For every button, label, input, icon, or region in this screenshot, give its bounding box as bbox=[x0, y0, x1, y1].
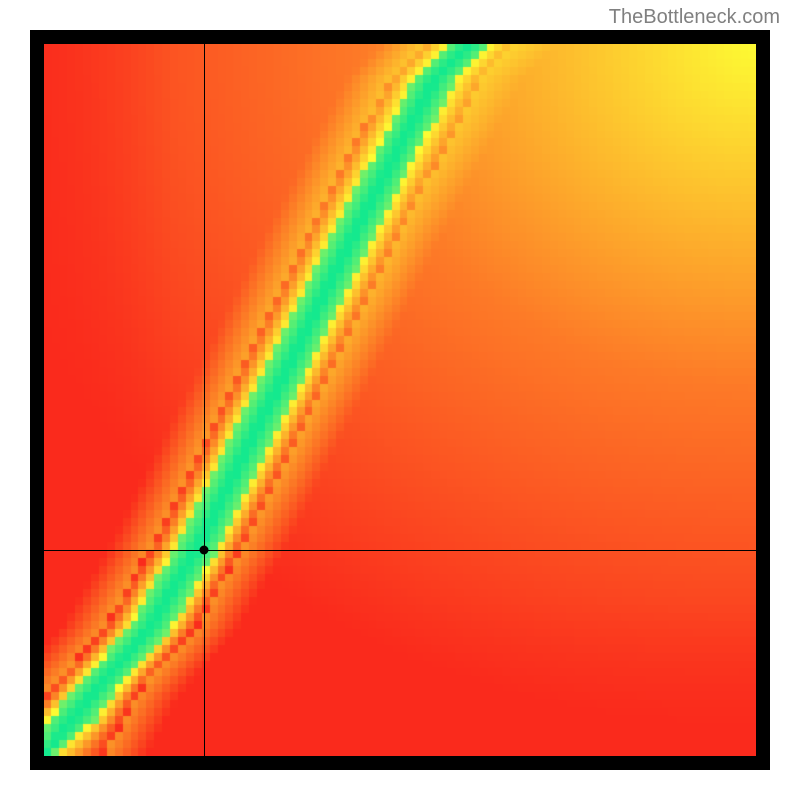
crosshair-horizontal bbox=[44, 550, 756, 551]
page-container: TheBottleneck.com bbox=[0, 0, 800, 800]
chart-border bbox=[30, 30, 770, 770]
heatmap-canvas bbox=[44, 44, 756, 756]
chart-area bbox=[44, 44, 756, 756]
crosshair-vertical bbox=[204, 44, 205, 756]
watermark-text: TheBottleneck.com bbox=[609, 6, 780, 29]
crosshair-marker bbox=[200, 545, 209, 554]
